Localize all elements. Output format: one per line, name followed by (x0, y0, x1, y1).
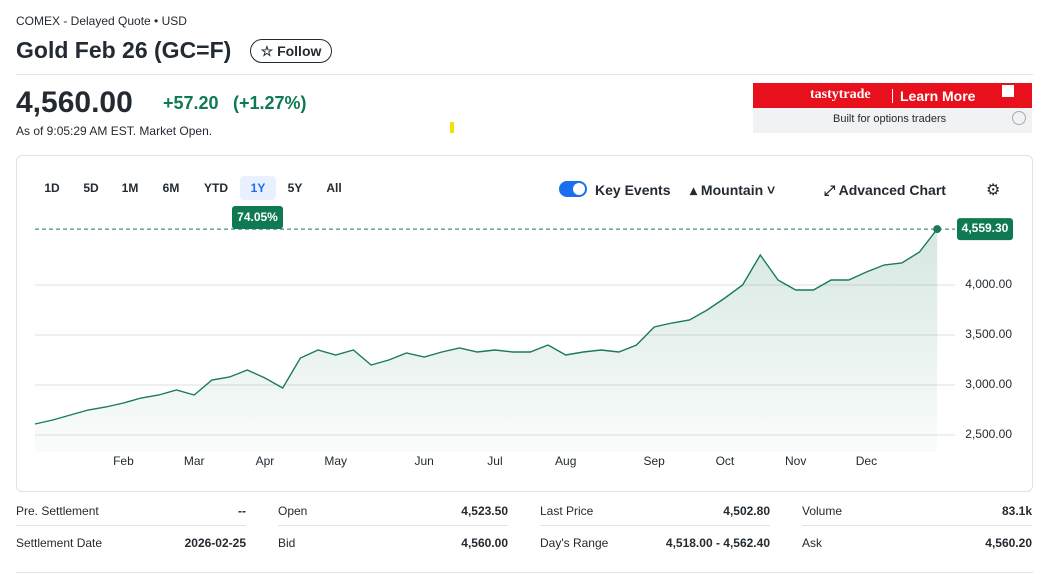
y-tick-label: 3,000.00 (965, 377, 1012, 391)
stat-divider (16, 525, 246, 526)
range-button[interactable]: 1D (44, 181, 60, 195)
stat-value: 83.1k (1001, 504, 1032, 518)
chart-style-label: Mountain (700, 182, 764, 198)
ad[interactable]: tastytrade Learn More Built for options … (753, 83, 1032, 133)
x-tick-label: Oct (716, 454, 735, 468)
range-button[interactable]: 6M (162, 181, 180, 195)
stat-value: 4,523.50 (461, 504, 508, 518)
marker (450, 122, 454, 133)
ad-tagline: Built for options traders (833, 113, 947, 125)
stat-value: 4,518.00 - 4,562.40 (665, 536, 770, 550)
x-tick-label: Feb (113, 454, 134, 468)
x-tick-label: Dec (856, 454, 877, 468)
stat-divider (802, 525, 1032, 526)
stat-label: Pre. Settlement (16, 504, 99, 518)
y-tick-label: 4,000.00 (965, 277, 1012, 291)
stat-value: 4,560.00 (461, 536, 508, 550)
as-of: As of 9:05:29 AM EST. Market Open. (16, 124, 213, 138)
key-events-toggle[interactable] (559, 181, 587, 197)
advanced-chart[interactable]: ⤢ Advanced Chart (824, 182, 946, 198)
ad-info (1012, 111, 1026, 125)
value-label-bg (957, 218, 1013, 241)
range-button[interactable]: 5Y (287, 181, 303, 195)
change-percent: (+1.27%) (233, 93, 307, 113)
key-events-label: Key Events (595, 182, 671, 198)
stat-label: Volume (802, 504, 843, 518)
settings-icon[interactable]: ⚙ (986, 182, 1001, 199)
y-tick-label: 3,500.00 (965, 327, 1012, 341)
stat-value: 2026-02-25 (184, 536, 246, 550)
chart-style[interactable]: ▴ Mountain ˅ (690, 182, 776, 198)
stat-value: -- (238, 504, 246, 518)
ad-cta: Learn More (900, 88, 976, 104)
x-tick-label: Sep (643, 454, 665, 468)
x-tick-label: May (324, 454, 347, 468)
x-tick-label: Nov (785, 454, 806, 468)
ad-separator (892, 89, 893, 103)
x-tick-label: Apr (256, 454, 275, 468)
range-button[interactable]: YTD (204, 181, 228, 195)
stat-divider (540, 525, 770, 526)
range-button[interactable]: 5D (83, 181, 99, 195)
stat-divider (278, 525, 508, 526)
last-point (933, 225, 942, 234)
change: +57.20 (163, 93, 219, 113)
range-change: 74.05% (232, 206, 283, 229)
x-tick-label: Jun (415, 454, 434, 468)
x-tick-label: Mar (184, 454, 205, 468)
stat-label: Ask (802, 536, 823, 550)
area-fill (35, 229, 938, 452)
ad-brand: tastytrade (810, 87, 871, 102)
follow-label: Follow (277, 43, 322, 59)
chart-card (16, 155, 1033, 492)
stat-label: Open (278, 504, 308, 518)
y-tick-label: 2,500.00 (965, 427, 1012, 441)
exchange: COMEX - Delayed Quote • USD (16, 14, 187, 28)
divider (16, 74, 1033, 75)
stat-value: 4,502.80 (723, 504, 770, 518)
stat-label: Last Price (540, 504, 594, 518)
stat-label: Settlement Date (16, 536, 103, 550)
range-button[interactable]: All (326, 181, 342, 195)
ad-choices (1002, 85, 1014, 97)
range-button[interactable]: 1Y (240, 176, 276, 200)
stat-label: Day's Range (540, 536, 609, 550)
advanced-chart-label: Advanced Chart (838, 182, 946, 198)
stats-bottom-divider (16, 572, 1033, 573)
value-label: 4,559.30 (962, 221, 1009, 235)
stat-value: 4,560.20 (985, 536, 1032, 550)
price: 4,560.00 (16, 86, 133, 119)
title: Gold Feb 26 (GC=F) (16, 37, 232, 63)
star-icon: ☆ (260, 43, 278, 59)
price-line (34, 228, 938, 425)
x-tick-label: Jul (487, 454, 502, 468)
follow-button[interactable]: ☆ Follow (250, 39, 332, 63)
stat-label: Bid (278, 536, 296, 550)
range-button[interactable]: 1M (121, 181, 139, 195)
x-tick-label: Aug (555, 454, 576, 468)
